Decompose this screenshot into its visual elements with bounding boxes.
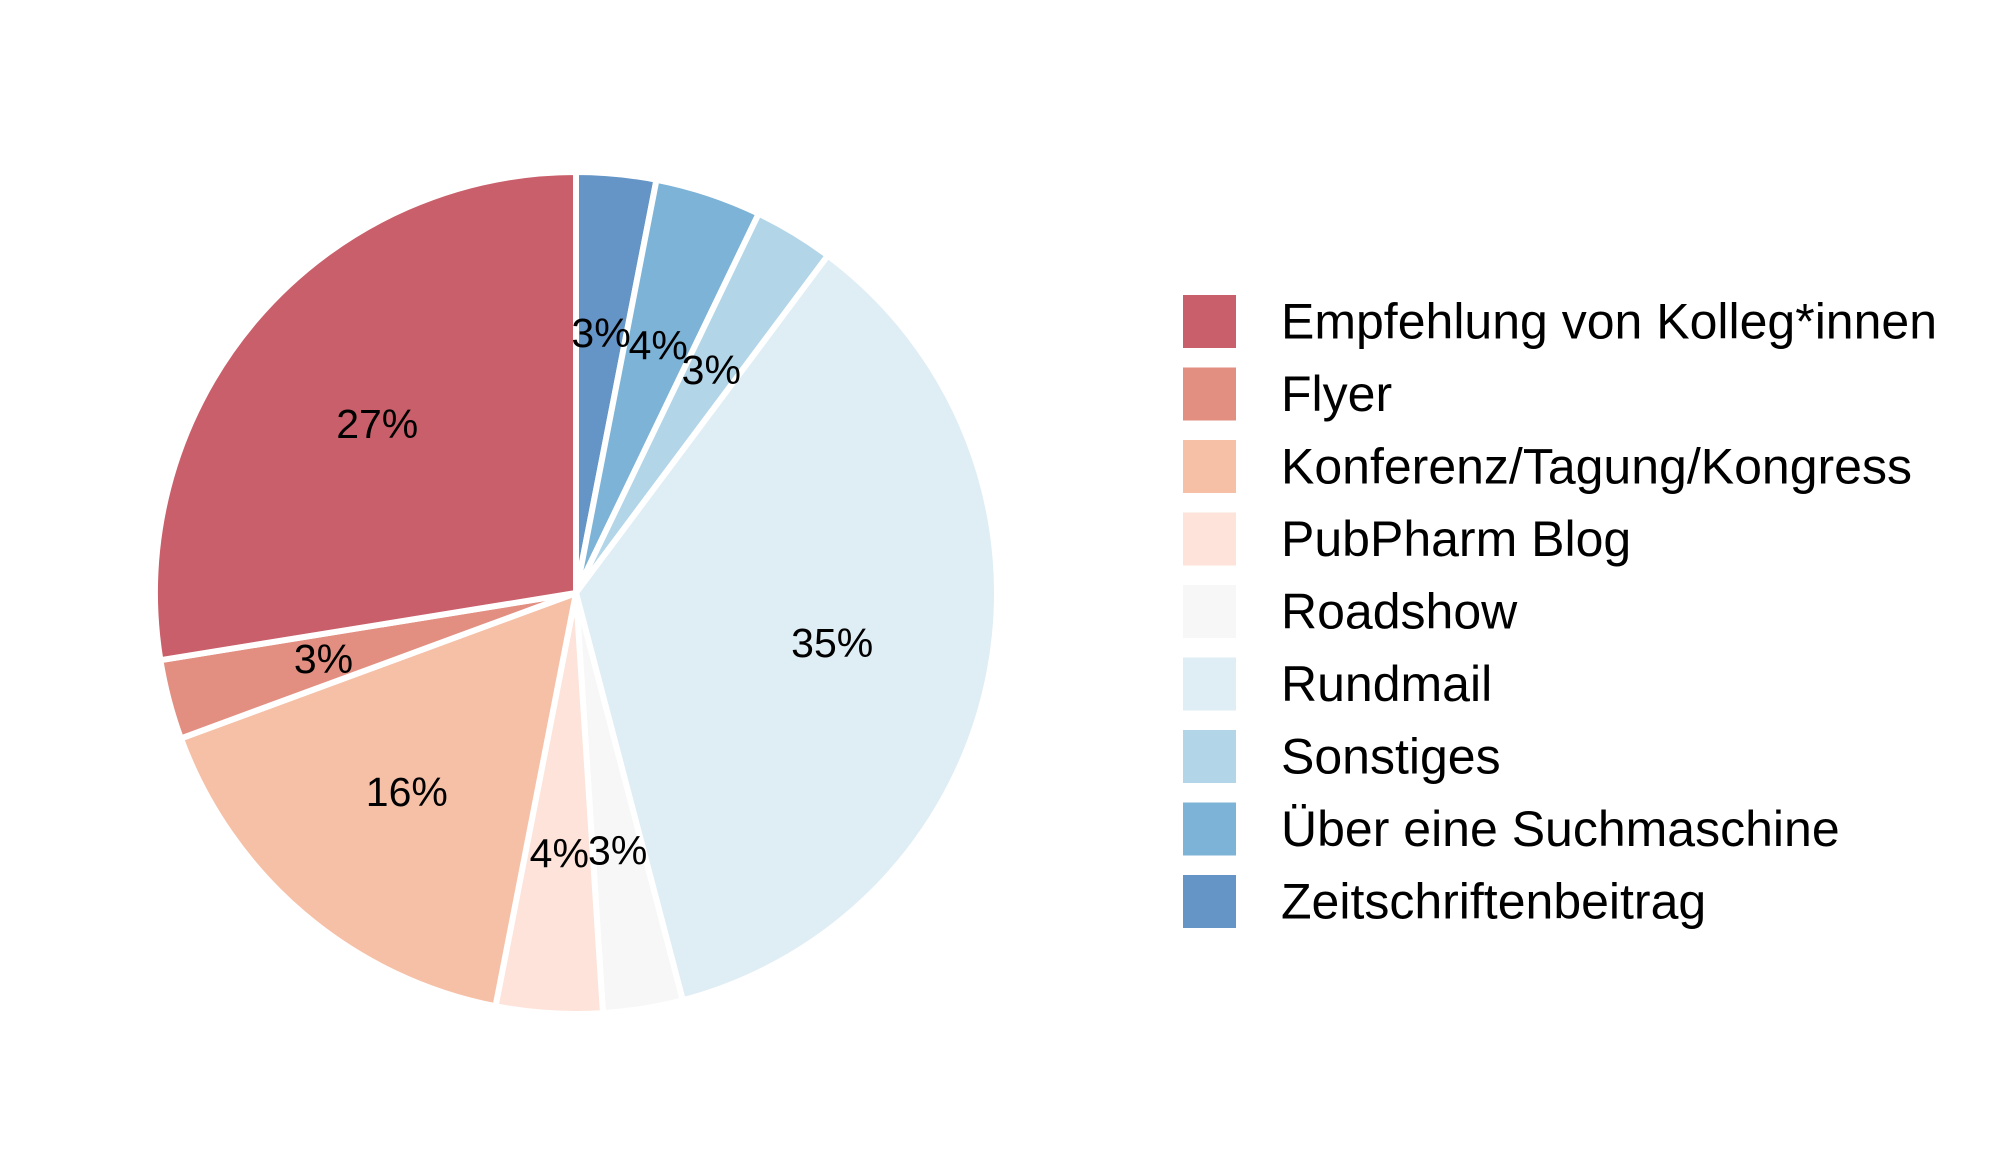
slice-labels: 3%4%3%35%3%4%16%3%27% — [294, 310, 873, 876]
legend-swatch-flyer — [1183, 367, 1236, 421]
slice-label-flyer: 3% — [294, 636, 353, 682]
legend-label-zeitschriftenbeitrag: Zeitschriftenbeitrag — [1281, 874, 1706, 930]
slice-label-sonstiges: 3% — [682, 347, 741, 393]
legend-label-flyer: Flyer — [1281, 366, 1392, 422]
legend-label-sonstiges: Sonstiges — [1281, 729, 1501, 785]
slice-label-roadshow: 3% — [588, 828, 647, 874]
legend-label-pubpharm-blog: PubPharm Blog — [1281, 511, 1631, 567]
legend-label-konferenz-tagung-kongress: Konferenz/Tagung/Kongress — [1281, 439, 1912, 495]
legend-swatch-pubpharm-blog — [1183, 512, 1236, 566]
slice-label-zeitschriftenbeitrag: 3% — [571, 310, 630, 356]
legend-swatch-sonstiges — [1183, 730, 1236, 783]
slice-label-pubpharm-blog: 4% — [530, 830, 589, 876]
legend-label-rundmail: Rundmail — [1281, 656, 1492, 712]
legend-label-roadshow: Roadshow — [1281, 584, 1518, 640]
slice-label-konferenz-tagung-kongress: 16% — [366, 769, 448, 815]
pie-slices — [152, 169, 1000, 1017]
slice-label-rundmail: 35% — [791, 620, 873, 666]
pie-slice-rundmail — [573, 252, 1000, 1004]
legend: Empfehlung von Kolleg*innen Flyer Konferen… — [1183, 294, 1937, 930]
legend-swatch-konferenz-tagung-kongress — [1183, 440, 1236, 493]
pie-slice-empfehlung-von-kolleg-innen — [152, 169, 579, 664]
pie-slice-konferenz-tagung-kongress — [177, 590, 579, 1010]
legend-swatch-ber-eine-suchmaschine — [1183, 802, 1236, 856]
legend-label-empfehlung-von-kolleg-innen: Empfehlung von Kolleg*innen — [1281, 294, 1937, 350]
slice-label-ber-eine-suchmaschine: 4% — [629, 322, 688, 368]
slice-label-empfehlung-von-kolleg-innen: 27% — [336, 401, 418, 447]
legend-label-ber-eine-suchmaschine: Über eine Suchmaschine — [1281, 801, 1840, 857]
legend-swatch-empfehlung-von-kolleg-innen — [1183, 295, 1236, 348]
legend-swatch-roadshow — [1183, 585, 1236, 638]
legend-swatch-rundmail — [1183, 657, 1236, 711]
legend-swatch-zeitschriftenbeitrag — [1183, 875, 1236, 928]
